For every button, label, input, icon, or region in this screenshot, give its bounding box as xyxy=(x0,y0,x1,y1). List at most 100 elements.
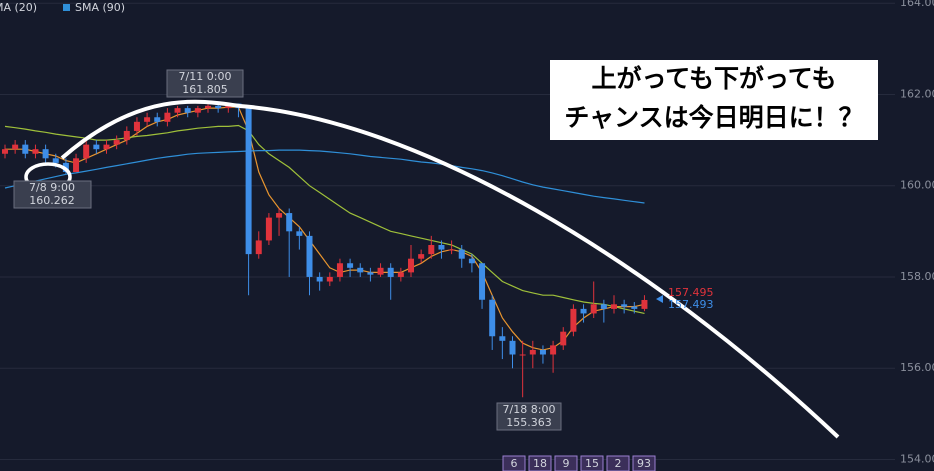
indicator-lines xyxy=(4,106,645,351)
candle-body xyxy=(52,158,59,163)
candle-body xyxy=(245,108,252,255)
counter-box xyxy=(606,455,630,471)
legend-swatch xyxy=(63,4,70,11)
candle-body xyxy=(631,306,638,309)
candle-body xyxy=(468,258,475,264)
y-tick-label: 164.000 xyxy=(900,0,934,9)
candle-body xyxy=(73,158,80,173)
candle-body xyxy=(286,213,293,232)
headline: チャンスは今日明日に！？ xyxy=(564,103,863,132)
candle-body xyxy=(509,340,516,355)
candle-body xyxy=(611,304,617,309)
candle-body xyxy=(306,235,313,277)
price-arrow xyxy=(656,295,663,303)
y-tick-label: 156.000 xyxy=(900,361,934,374)
candle-body xyxy=(174,108,181,113)
counter-box xyxy=(502,455,526,471)
candle-body xyxy=(539,349,546,355)
candle-body xyxy=(519,354,526,356)
counter-box xyxy=(580,455,604,471)
candle-body xyxy=(529,349,536,355)
candle-body xyxy=(103,144,110,150)
candle-body xyxy=(336,263,343,277)
candles xyxy=(2,103,648,398)
candle-body xyxy=(154,117,161,122)
candle-body xyxy=(560,331,567,346)
price-tag: 157.495 xyxy=(668,286,714,299)
counter-box xyxy=(554,455,578,471)
counter: 93 xyxy=(637,457,651,470)
headline: 上がっても下がっても xyxy=(591,64,836,93)
y-tick-label: 160.000 xyxy=(900,179,934,192)
indicator-line xyxy=(4,124,645,314)
candle-body xyxy=(113,140,120,145)
candle-body xyxy=(164,112,171,122)
candle-body xyxy=(123,130,130,141)
candle-body xyxy=(2,149,8,154)
y-tick-label: 154.000 xyxy=(900,452,934,465)
headline-box xyxy=(550,60,878,140)
candle-body xyxy=(184,108,191,113)
candle-body xyxy=(600,304,607,309)
candle-body xyxy=(387,267,394,277)
candle-body xyxy=(357,267,364,273)
candle-body xyxy=(397,272,404,277)
annotation-time: 7/18 8:00 xyxy=(503,403,556,416)
price-tag: 157.493 xyxy=(668,298,714,311)
candle-body xyxy=(367,272,374,275)
candle-body xyxy=(194,108,201,113)
candle-body xyxy=(265,217,272,241)
indicator-line xyxy=(5,106,645,351)
annotation-price: 161.805 xyxy=(182,83,228,96)
candle-body xyxy=(550,345,557,355)
candle-body xyxy=(205,105,211,109)
candle-body xyxy=(83,144,90,159)
candle-body xyxy=(580,308,587,314)
counter: 6 xyxy=(511,457,518,470)
y-tick-label: 158.000 xyxy=(900,270,934,283)
annotation: 7/11 0:00 161.805 xyxy=(166,69,244,98)
y-tick-label: 162.000 xyxy=(900,87,934,100)
candle-body xyxy=(347,263,354,268)
candle-body xyxy=(144,117,151,122)
candle-body xyxy=(448,249,455,251)
candle-body xyxy=(428,245,435,255)
candle-body xyxy=(12,144,19,150)
annotation-price: 160.262 xyxy=(29,194,75,207)
candle-body xyxy=(590,304,597,314)
annotation-box xyxy=(13,180,92,209)
candle-body xyxy=(479,263,486,300)
candle-body xyxy=(621,304,628,307)
candle-body xyxy=(93,144,100,150)
candle-body xyxy=(438,245,445,250)
candle-body xyxy=(326,276,333,282)
annotation-price: 155.363 xyxy=(506,416,552,429)
drawn-arc xyxy=(60,99,840,439)
annotation: 7/8 9:00 160.262 xyxy=(13,180,92,209)
candle-body xyxy=(316,276,323,282)
candle-body xyxy=(641,299,648,309)
candle-body xyxy=(570,308,577,332)
counter-box xyxy=(528,455,552,471)
candle-body xyxy=(296,231,303,236)
candle-body xyxy=(276,213,283,218)
candle-body xyxy=(133,121,140,131)
counter: 15 xyxy=(585,457,599,470)
annotation: 7/18 8:00 155.363 xyxy=(496,402,562,431)
candle-body xyxy=(377,267,384,275)
counters: 6 18 9 15 2 93 xyxy=(502,455,656,471)
candle-body xyxy=(418,254,425,259)
counter-box xyxy=(632,455,656,471)
candle-body xyxy=(499,336,506,341)
candle-body xyxy=(489,299,496,337)
candle-body xyxy=(32,149,39,154)
counter: 9 xyxy=(563,457,570,470)
candle-body xyxy=(408,258,414,273)
candle-body xyxy=(458,249,465,259)
candle-body xyxy=(22,144,29,154)
counter: 18 xyxy=(533,457,547,470)
indicator-line xyxy=(4,149,645,204)
annotation-box xyxy=(496,402,562,431)
legend-entry: MA (20) xyxy=(0,1,37,14)
